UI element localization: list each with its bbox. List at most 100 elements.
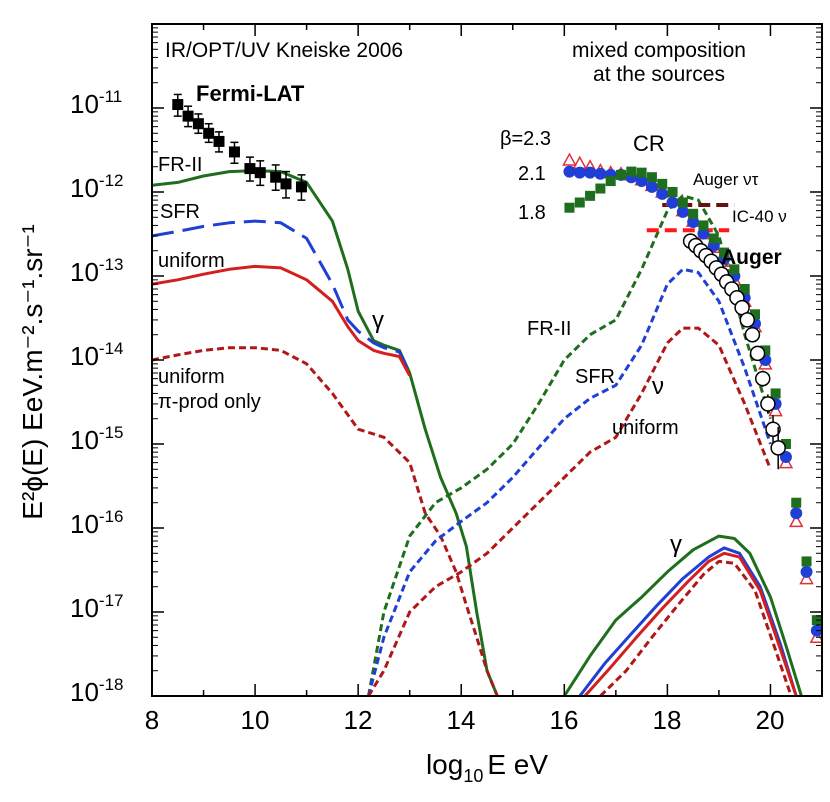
curve-label: CR xyxy=(633,131,665,156)
series-line xyxy=(152,346,499,696)
series-line xyxy=(599,559,793,696)
data-point xyxy=(739,312,756,328)
plot-frame xyxy=(151,23,823,697)
data-point xyxy=(749,345,766,362)
data-point xyxy=(172,99,184,111)
series-line xyxy=(152,169,499,696)
data-point xyxy=(779,451,792,464)
x-tick-label: 16 xyxy=(550,705,579,735)
data-point xyxy=(765,421,781,437)
y-tick-label: 10-16 xyxy=(70,507,124,539)
y-tick-label: 10-18 xyxy=(70,675,124,707)
y-tick-label: 10-11 xyxy=(70,87,122,119)
data-point xyxy=(574,197,585,208)
data-point xyxy=(295,181,307,193)
data-point xyxy=(585,190,596,201)
data-point xyxy=(605,176,616,187)
limit-label: IC-40 ν xyxy=(732,207,787,226)
data-point xyxy=(697,227,710,240)
data-point xyxy=(791,497,802,508)
model-label: IR/OPT/UV Kneiske 2006 xyxy=(165,39,403,62)
y-tick-label: 10-17 xyxy=(70,591,124,623)
data-point xyxy=(801,556,812,567)
data-point xyxy=(744,326,761,343)
data-point xyxy=(666,196,679,209)
curve-label: uniform xyxy=(158,366,225,388)
curve-label: FR-II xyxy=(158,154,202,176)
axis-ticks xyxy=(151,23,823,697)
data-point xyxy=(270,171,282,183)
data-point xyxy=(754,370,771,387)
data-point xyxy=(203,127,215,139)
data-point xyxy=(562,152,577,166)
data-point xyxy=(788,513,804,528)
series-line xyxy=(367,267,772,696)
data-point xyxy=(687,215,700,228)
curve-label: SFR xyxy=(575,366,615,388)
data-point xyxy=(244,163,256,175)
curve-label: uniform xyxy=(158,250,225,272)
x-axis-label: log10 E eV xyxy=(426,749,548,786)
x-tick-label: 10 xyxy=(241,705,270,735)
data-point xyxy=(228,146,240,158)
data-point xyxy=(770,388,781,399)
composition-label: at the sources xyxy=(593,63,725,86)
annotations: IR/OPT/UV Kneiske 2006 mixed composition… xyxy=(158,39,787,558)
auger-label: Auger xyxy=(721,246,782,269)
curve-label: 1.8 xyxy=(518,202,546,224)
data-point xyxy=(790,507,803,520)
y-axis-label: E²ϕ(E) EeV.m⁻².s⁻¹.sr⁻¹ xyxy=(17,224,48,519)
data-point xyxy=(677,197,688,208)
data-point xyxy=(594,167,607,180)
data-point xyxy=(564,202,575,213)
data-point xyxy=(595,183,606,194)
curve-label: β=2.3 xyxy=(500,128,551,150)
y-tick-label: 10-13 xyxy=(70,255,124,287)
data-point xyxy=(719,247,730,258)
series-line xyxy=(152,219,412,374)
series-line xyxy=(152,264,412,377)
x-tick-label: 20 xyxy=(756,705,785,735)
data-point xyxy=(572,155,588,169)
data-point xyxy=(573,166,586,179)
data-point xyxy=(750,309,760,320)
data-point xyxy=(688,208,699,219)
x-tick-labels: 8 10 12 14 16 18 20 xyxy=(145,705,785,735)
y-tick-label: 10-15 xyxy=(70,423,124,455)
y-tick-label: 10-12 xyxy=(70,171,124,203)
data-point xyxy=(636,167,647,178)
x-tick-label: 18 xyxy=(653,705,682,735)
data-point xyxy=(584,166,597,179)
series-line xyxy=(367,326,772,696)
series-line xyxy=(583,551,798,696)
composition-label: mixed composition xyxy=(572,39,746,62)
data-point xyxy=(770,440,786,456)
curve-label: FR-II xyxy=(527,318,571,340)
data-point xyxy=(676,205,689,218)
data-point xyxy=(780,439,791,449)
data-point xyxy=(563,165,576,178)
data-point xyxy=(698,220,709,231)
series-line xyxy=(578,546,798,696)
curve-label: uniform xyxy=(612,417,679,439)
data-point xyxy=(800,565,813,578)
data-point xyxy=(729,264,740,275)
data-point xyxy=(760,345,771,356)
data-point xyxy=(667,187,678,197)
data-point xyxy=(616,169,626,180)
fermi-label: Fermi-LAT xyxy=(196,81,305,106)
y-tick-label: 10-14 xyxy=(70,339,124,371)
data-point xyxy=(799,571,814,585)
y-tick-labels: 10-11 10-12 10-13 10-14 10-15 10-16 10-1… xyxy=(70,87,124,707)
data-point xyxy=(657,178,668,189)
data-point xyxy=(182,110,194,122)
data-point xyxy=(280,178,292,190)
data-point xyxy=(192,118,204,130)
data-point xyxy=(626,166,637,177)
data-point xyxy=(760,396,776,412)
curve-label: π-prod only xyxy=(158,391,261,413)
limit-label: Auger ντ xyxy=(693,170,759,189)
curve-label: SFR xyxy=(160,201,200,223)
data-point xyxy=(635,175,648,188)
